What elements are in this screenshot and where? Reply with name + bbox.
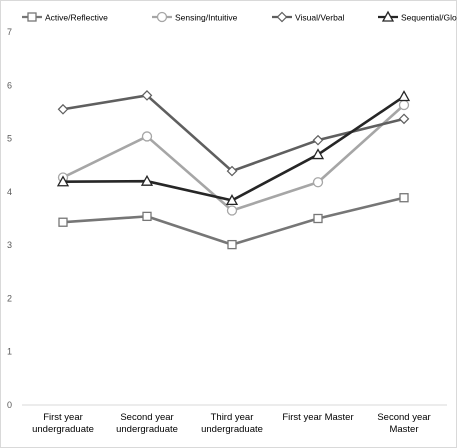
series-line <box>62 95 405 202</box>
legend-label: Sensing/Intuitive <box>175 13 238 23</box>
y-tick-label: 7 <box>7 27 12 37</box>
x-tick-label-line: Master <box>389 424 418 435</box>
data-point <box>227 239 237 250</box>
legend: Active/Reflective Sensing/Intuitive Visual… <box>22 10 457 23</box>
y-tick-label: 0 <box>7 400 12 410</box>
data-point <box>226 205 238 216</box>
legend-item: Sensing/Intuitive <box>152 11 238 23</box>
legend-marker <box>381 10 395 22</box>
legend-item: Visual/Verbal <box>272 11 345 23</box>
series-1 <box>57 99 410 216</box>
legend-marker <box>276 11 288 23</box>
series-line <box>62 104 405 212</box>
data-point <box>56 175 70 187</box>
x-tick-label: Third year undergraduate <box>201 412 263 435</box>
y-tick-label: 1 <box>7 347 12 357</box>
data-point <box>399 193 409 203</box>
x-tick-label-line: Second year <box>377 412 430 423</box>
legend-marker <box>27 12 37 22</box>
x-tick-label-line: First year <box>43 412 83 423</box>
x-tick-label: Second year undergraduate <box>116 412 178 435</box>
data-point <box>57 103 69 115</box>
x-tick-label: Second year Master <box>377 412 430 435</box>
data-point <box>312 177 324 188</box>
series-layer <box>56 90 411 250</box>
x-tick-label: First year undergraduate <box>32 412 94 435</box>
series-2 <box>57 90 410 177</box>
y-tick-label: 4 <box>7 187 12 197</box>
x-tick-label-line: undergraduate <box>32 424 94 435</box>
legend-label: Active/Reflective <box>45 13 108 23</box>
x-tick-label-line: Second year <box>120 412 173 423</box>
x-tick-label-line: First year Master <box>282 412 353 423</box>
data-point <box>311 148 325 160</box>
series-0 <box>58 193 409 250</box>
x-tick-label-line: Third year <box>211 412 254 423</box>
data-point <box>398 113 410 125</box>
legend-item: Active/Reflective <box>22 12 108 23</box>
legend-item: Sequential/Global <box>378 10 457 23</box>
data-point <box>397 90 411 102</box>
data-point <box>141 90 153 101</box>
legend-label: Sequential/Global <box>401 13 457 23</box>
data-point <box>140 174 154 186</box>
data-point <box>141 131 153 142</box>
y-tick-label: 2 <box>7 293 12 303</box>
legend-marker <box>156 11 168 23</box>
legend-label: Visual/Verbal <box>295 13 345 23</box>
y-tick-label: 3 <box>7 240 12 250</box>
data-point <box>58 217 68 227</box>
data-point <box>313 213 323 224</box>
series-3 <box>56 90 411 206</box>
y-tick-label: 6 <box>7 80 12 90</box>
data-point <box>312 134 324 146</box>
data-point <box>398 99 410 111</box>
series-line <box>62 94 405 173</box>
x-tick-label-line: undergraduate <box>116 424 178 435</box>
data-point <box>226 165 238 177</box>
x-tick-label: First year Master <box>282 412 353 423</box>
data-point <box>225 194 239 206</box>
y-tick-label: 5 <box>7 134 12 144</box>
x-tick-label-line: undergraduate <box>201 424 263 435</box>
data-point <box>142 211 152 222</box>
